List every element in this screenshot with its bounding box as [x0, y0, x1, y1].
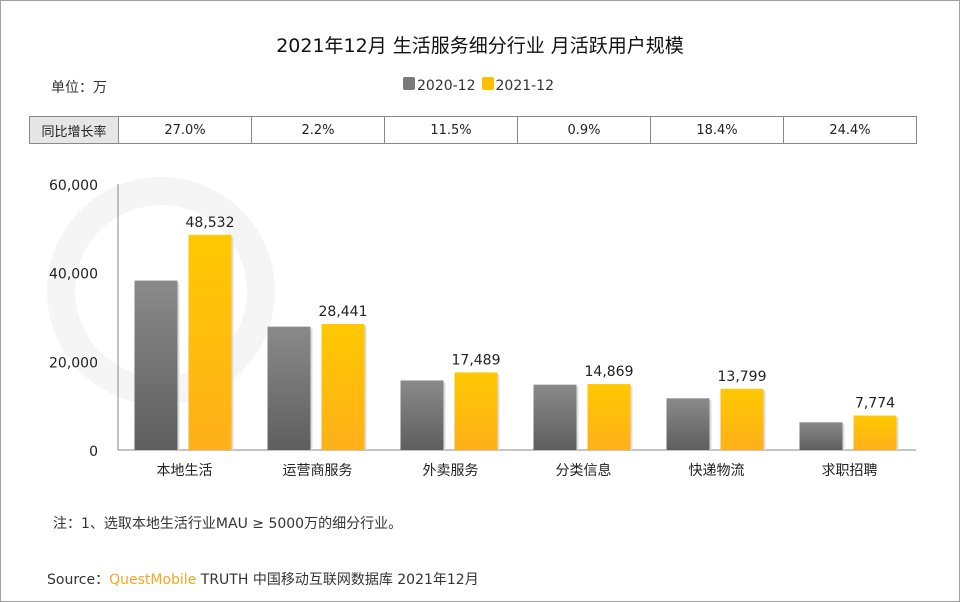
legend-item-2021: 2021-12	[481, 77, 555, 94]
bar-2020-12	[666, 398, 710, 450]
source-line: Source：QuestMobile TRUTH 中国移动互联网数据库 2021…	[47, 569, 479, 589]
bar-2021-12	[587, 384, 631, 450]
bar-2021-12	[853, 415, 897, 450]
bar-2020-12	[400, 380, 444, 450]
y-tick-label: 40,000	[49, 267, 98, 283]
legend-swatch	[403, 77, 415, 90]
bar-2021-12	[188, 234, 232, 450]
legend-item-2020: 2020-12	[403, 77, 476, 94]
data-label: 48,532	[186, 215, 235, 231]
x-tick-label: 本地生活	[157, 463, 213, 479]
x-tick-label: 外卖服务	[423, 463, 479, 479]
legend: 2020-12 2021-12	[403, 77, 554, 94]
y-tick-label: 0	[89, 444, 98, 460]
source-brand: QuestMobile	[109, 572, 197, 588]
growth-header: 同比增长率	[29, 116, 119, 144]
bar-2020-12	[267, 326, 311, 450]
growth-cell: 24.4%	[783, 116, 917, 144]
y-tick-label: 60,000	[49, 178, 98, 194]
growth-cell: 27.0%	[118, 116, 252, 144]
chart-title: 2021年12月 生活服务细分行业 月活跃用户规模	[276, 35, 684, 57]
data-label: 13,799	[718, 369, 767, 385]
legend-swatch	[481, 77, 494, 90]
bar-2021-12	[454, 372, 498, 450]
y-tick-label: 20,000	[49, 355, 98, 371]
data-label: 7,774	[855, 396, 895, 412]
legend-label: 2020-12	[417, 78, 476, 94]
unit-label: 单位：万	[51, 80, 107, 96]
bar-2021-12	[321, 323, 365, 450]
source-prefix: Source：	[47, 572, 110, 588]
bar-2020-12	[533, 384, 577, 450]
footnote: 注：1、选取本地生活行业MAU ≥ 5000万的细分行业。	[53, 516, 403, 532]
x-tick-label: 运营商服务	[283, 463, 353, 479]
growth-cell: 2.2%	[251, 116, 385, 144]
growth-table: 同比增长率 27.0% 2.2% 11.5% 0.9% 18.4% 24.4%	[29, 116, 917, 144]
x-tick-label: 快递物流	[689, 463, 745, 479]
x-tick-label: 分类信息	[556, 462, 612, 479]
data-label: 14,869	[585, 364, 634, 380]
bar-2020-12	[134, 280, 178, 450]
x-tick-label: 求职招聘	[822, 463, 878, 479]
growth-cell: 11.5%	[384, 116, 518, 144]
bar-2021-12	[720, 388, 764, 450]
growth-cell: 0.9%	[517, 116, 651, 144]
bar-2020-12	[799, 422, 843, 450]
legend-label: 2021-12	[495, 78, 555, 94]
growth-cell: 18.4%	[650, 116, 784, 144]
data-label: 28,441	[319, 304, 368, 320]
source-text: TRUTH 中国移动互联网数据库 2021年12月	[196, 572, 479, 588]
data-label: 17,489	[452, 352, 501, 368]
